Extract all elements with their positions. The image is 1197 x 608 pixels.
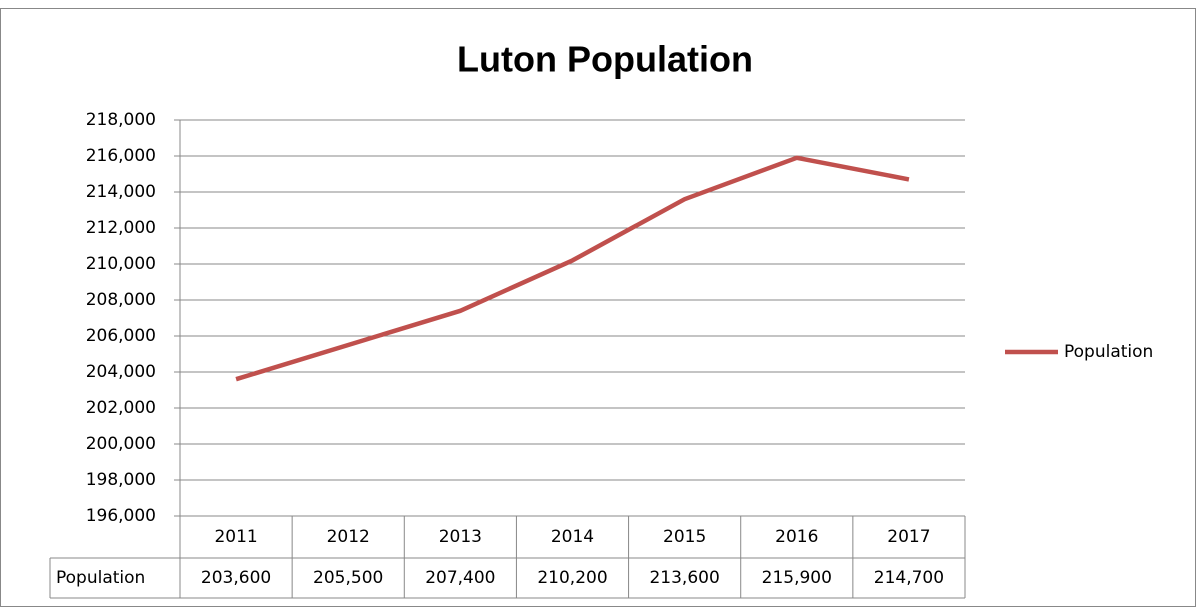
x-tick-label: 2016 bbox=[775, 527, 818, 547]
line bbox=[235, 155, 910, 382]
table-value: 210,200 bbox=[537, 568, 607, 588]
x-tick-label: 2015 bbox=[663, 527, 706, 547]
table-row-label: Population bbox=[56, 568, 145, 588]
y-tick-label: 204,000 bbox=[86, 362, 156, 382]
chart-title: Luton Population bbox=[457, 39, 753, 80]
y-tick-label: 200,000 bbox=[86, 434, 156, 454]
chart-border bbox=[0, 8, 1196, 607]
legend-label: Population bbox=[1064, 342, 1153, 362]
y-tick-label: 206,000 bbox=[86, 326, 156, 346]
y-tick-label: 198,000 bbox=[86, 470, 156, 490]
y-tick-label: 210,000 bbox=[86, 254, 156, 274]
y-tick-label: 212,000 bbox=[86, 218, 156, 238]
table-value: 214,700 bbox=[874, 568, 944, 588]
table-value: 203,600 bbox=[201, 568, 271, 588]
y-tick-label: 214,000 bbox=[86, 182, 156, 202]
x-tick-label: 2013 bbox=[439, 527, 482, 547]
table-value: 213,600 bbox=[649, 568, 719, 588]
table-value: 207,400 bbox=[425, 568, 495, 588]
y-tick-label: 208,000 bbox=[86, 290, 156, 310]
y-tick-label: 202,000 bbox=[86, 398, 156, 418]
table-value: 215,900 bbox=[762, 568, 832, 588]
x-tick-label: 2017 bbox=[887, 527, 930, 547]
x-tick-label: 2014 bbox=[551, 527, 594, 547]
y-tick-label: 196,000 bbox=[86, 506, 156, 526]
y-tick-label: 216,000 bbox=[86, 146, 156, 166]
y-tick-label: 218,000 bbox=[86, 110, 156, 130]
x-tick-label: 2012 bbox=[327, 527, 370, 547]
table-value: 205,500 bbox=[313, 568, 383, 588]
x-tick-label: 2011 bbox=[214, 527, 257, 547]
